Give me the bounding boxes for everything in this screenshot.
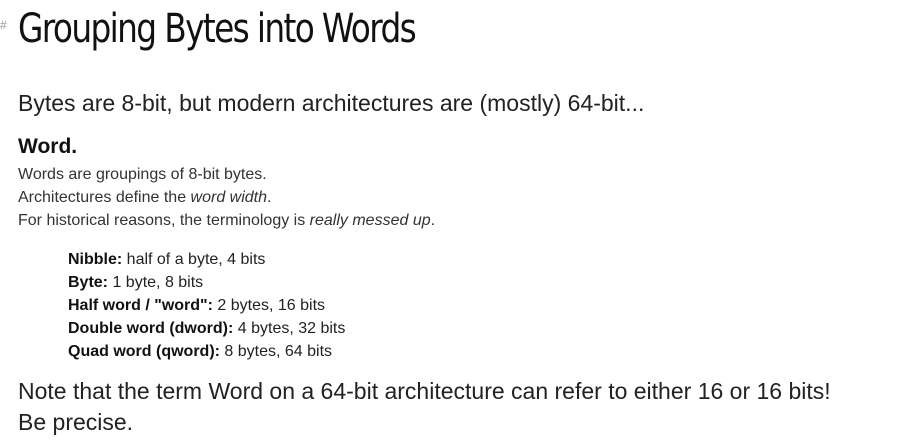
size-value: half of a byte, 4 bits: [122, 251, 266, 268]
definition-text: .: [430, 212, 436, 229]
size-value: 2 bytes, 16 bits: [212, 297, 326, 314]
size-label: Quad word (qword):: [68, 343, 220, 360]
list-item: Quad word (qword): 8 bytes, 64 bits: [68, 340, 345, 363]
definition-text: For historical reasons, the terminology …: [18, 212, 310, 229]
size-label: Double word (dword):: [68, 320, 234, 337]
definition-body: Words are groupings of 8-bit bytes. Arch…: [18, 163, 435, 232]
size-label: Byte:: [68, 274, 109, 291]
size-value: 4 bytes, 32 bits: [233, 320, 346, 337]
intro-text: Bytes are 8-bit, but modern architecture…: [18, 90, 645, 116]
list-item: Byte: 1 byte, 8 bits: [68, 271, 345, 294]
size-value: 8 bytes, 64 bits: [219, 343, 333, 360]
word-size-list: Nibble: half of a byte, 4 bits Byte: 1 b…: [68, 248, 345, 363]
definition-term: Word.: [18, 135, 78, 158]
note-line: Be precise.: [18, 409, 134, 435]
definition-line: For historical reasons, the terminology …: [18, 209, 435, 232]
page-title: Grouping Bytes into Words: [18, 6, 417, 52]
size-value: 1 byte, 8 bits: [108, 274, 204, 291]
list-item: Double word (dword): 4 bytes, 32 bits: [68, 317, 345, 340]
definition-emphasis: word width: [190, 189, 268, 206]
definition-emphasis: really messed up: [309, 212, 431, 229]
definition-line: Architectures define the word width.: [18, 186, 435, 209]
size-label: Half word / "word":: [68, 297, 213, 314]
definition-text: Architectures define the: [18, 189, 191, 206]
definition-text: .: [267, 189, 272, 206]
definition-line: Words are groupings of 8-bit bytes.: [18, 166, 267, 183]
size-label: Nibble:: [68, 251, 123, 268]
heading-anchor-icon[interactable]: #: [0, 18, 7, 32]
list-item: Half word / "word": 2 bytes, 16 bits: [68, 294, 345, 317]
note-paragraph: Note that the term Word on a 64-bit arch…: [18, 376, 831, 438]
note-line: Note that the term Word on a 64-bit arch…: [18, 378, 831, 404]
list-item: Nibble: half of a byte, 4 bits: [68, 248, 345, 271]
